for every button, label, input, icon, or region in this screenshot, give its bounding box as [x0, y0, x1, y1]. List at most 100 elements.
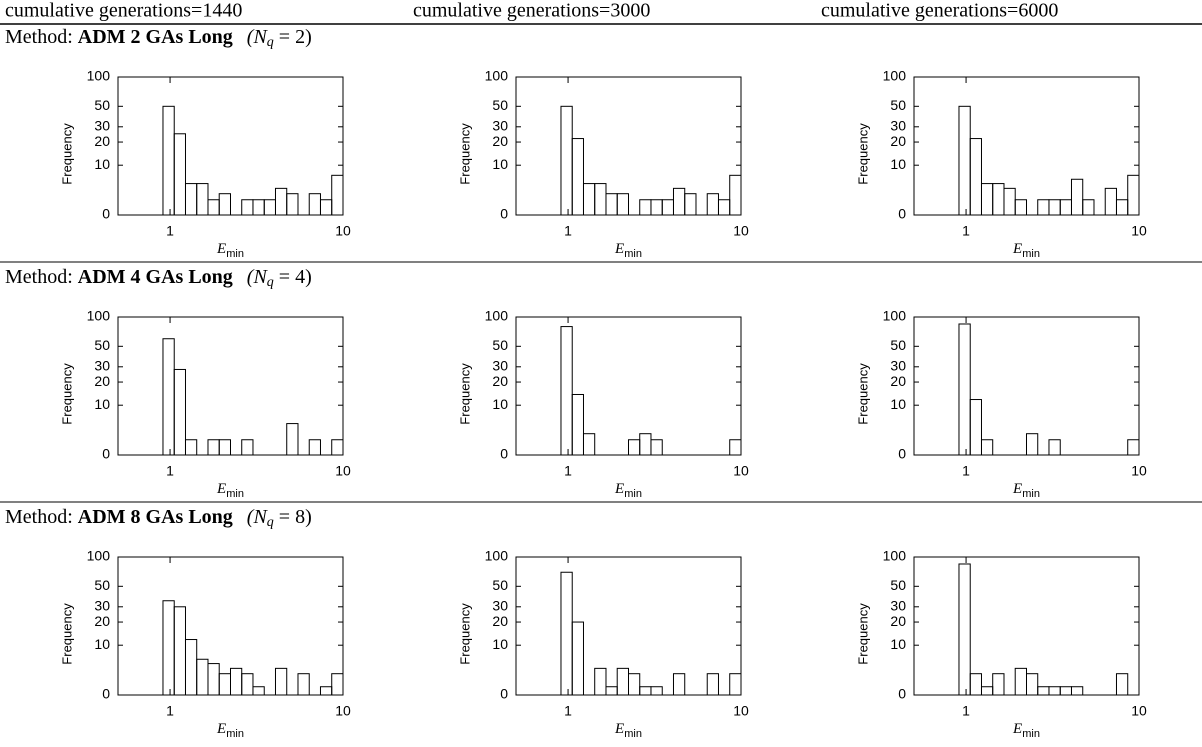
histogram-bar [650, 686, 663, 696]
x-axis-subscript: min [1022, 248, 1040, 260]
method-label: Method: ADM 4 GAs Long (Nq = 4) [5, 266, 312, 291]
histogram-bar [1037, 199, 1050, 216]
histogram-bar [627, 439, 641, 456]
histogram-bar [571, 138, 584, 216]
histogram-bar [627, 673, 641, 696]
y-tick-label: 10 [94, 156, 110, 172]
x-tick-label: 10 [335, 463, 351, 479]
histogram-bar [297, 673, 310, 696]
histogram-bar [184, 439, 198, 456]
y-tick-label: 50 [94, 337, 110, 353]
histogram-bar [571, 393, 584, 456]
method-name: ADM 4 GAs Long [78, 266, 233, 288]
x-axis-subscript: min [624, 248, 642, 260]
y-tick-label: 0 [898, 686, 906, 702]
histogram-bar [672, 673, 686, 696]
x-tick-label: 10 [733, 463, 749, 479]
method-param-value: = 8) [274, 506, 312, 528]
method-param-value: = 2) [274, 26, 312, 48]
histogram-bar [992, 183, 1005, 216]
histogram-bar [969, 673, 982, 696]
histogram-bar [729, 174, 742, 216]
histogram-bar [1070, 686, 1084, 696]
histogram-bar [308, 193, 321, 216]
y-tick-label: 20 [890, 613, 906, 629]
y-tick-label: 20 [94, 373, 110, 389]
x-tick-label: 10 [335, 223, 351, 239]
histogram-bar [1104, 187, 1117, 216]
x-tick-label: 1 [166, 463, 174, 479]
histogram-bar [1048, 199, 1061, 216]
histogram-bar [1127, 439, 1140, 456]
x-axis-symbol: E [216, 481, 226, 497]
x-axis-symbol: E [216, 721, 226, 737]
histogram-bar [173, 368, 186, 456]
y-tick-label: 100 [87, 548, 111, 564]
histogram-bar [308, 439, 321, 456]
y-tick-label: 30 [492, 118, 508, 134]
plot-frame [117, 316, 344, 456]
histogram-bar [286, 193, 299, 216]
method-param-sub: q [267, 515, 274, 530]
histogram-bar [184, 183, 198, 216]
y-tick-label: 20 [94, 133, 110, 149]
histogram-bar [218, 193, 231, 216]
y-tick-label: 50 [94, 577, 110, 593]
y-tick-label: 100 [87, 68, 111, 84]
y-tick-label: 30 [94, 358, 110, 374]
histogram-bar [616, 667, 629, 696]
histogram-bar [605, 686, 618, 696]
histogram-bar [162, 338, 175, 456]
y-tick-label: 50 [890, 577, 906, 593]
histogram-bar [173, 606, 186, 696]
y-tick-label: 10 [890, 156, 906, 172]
y-tick-label: 50 [890, 337, 906, 353]
histogram-bar [729, 439, 742, 456]
histogram-bar [650, 199, 663, 216]
y-tick-label: 30 [492, 598, 508, 614]
histogram-bar [672, 187, 686, 216]
histogram-bar [252, 686, 265, 696]
y-tick-label: 50 [492, 337, 508, 353]
y-tick-label: 10 [94, 396, 110, 412]
histogram-bar [1037, 686, 1050, 696]
histogram-bar [218, 439, 231, 456]
histogram-bar [252, 199, 265, 216]
histogram-bar [594, 667, 607, 696]
histogram-bar [241, 439, 254, 456]
y-axis-label: Frequency [855, 603, 870, 665]
x-tick-label: 1 [564, 223, 572, 239]
method-prefix: Method: [5, 266, 78, 288]
x-axis-subscript: min [1022, 728, 1040, 740]
histogram-bar [560, 571, 573, 696]
histogram-bar [980, 439, 994, 456]
y-tick-label: 20 [94, 613, 110, 629]
x-tick-label: 1 [962, 703, 970, 719]
histogram-bar [980, 686, 994, 696]
y-tick-label: 100 [485, 548, 509, 564]
histogram-bar [207, 199, 220, 216]
histogram-bar [1082, 199, 1095, 216]
y-tick-label: 0 [500, 206, 508, 222]
y-axis-label: Frequency [59, 603, 74, 665]
x-axis-symbol: E [614, 241, 624, 257]
y-tick-label: 0 [102, 686, 110, 702]
histogram-bar [162, 105, 175, 216]
y-tick-label: 0 [898, 446, 906, 462]
method-param: (N [247, 26, 269, 48]
x-axis-subscript: min [226, 248, 244, 260]
x-axis-subscript: min [624, 488, 642, 500]
histogram-bar [196, 658, 209, 696]
x-axis-label: Emin [1012, 481, 1040, 499]
histogram-bar [207, 439, 220, 456]
x-tick-label: 10 [1131, 223, 1147, 239]
histogram-bar [969, 399, 982, 456]
histogram-bar [639, 686, 652, 696]
x-axis-subscript: min [226, 728, 244, 740]
y-tick-label: 30 [890, 598, 906, 614]
y-tick-label: 30 [94, 118, 110, 134]
histogram-bar [582, 183, 596, 216]
y-tick-label: 30 [94, 598, 110, 614]
y-tick-label: 100 [87, 308, 111, 324]
